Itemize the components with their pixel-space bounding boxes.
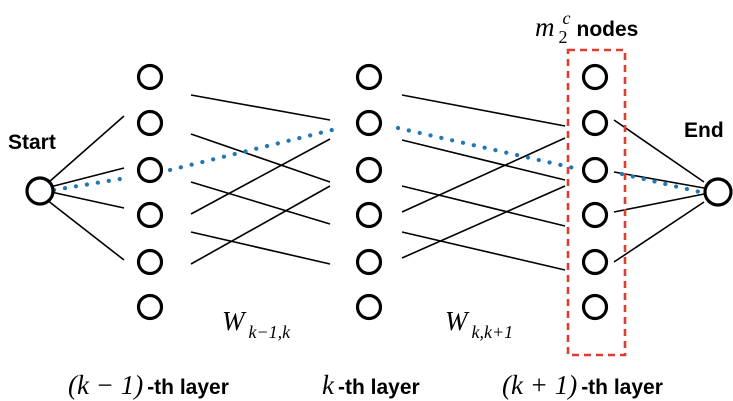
nodes-text: nodes	[577, 18, 639, 41]
node	[355, 293, 383, 321]
edge	[401, 94, 566, 127]
highlighted-path	[51, 125, 703, 195]
path-segment	[619, 171, 703, 195]
node	[581, 63, 609, 91]
edge	[401, 185, 566, 259]
node	[355, 248, 383, 276]
weight-edges-2	[401, 94, 566, 271]
edge	[613, 119, 705, 183]
node	[581, 156, 609, 184]
end-node	[703, 177, 733, 207]
node	[581, 293, 609, 321]
weight-edges-1	[190, 94, 331, 265]
edge	[49, 167, 125, 188]
layer-suffix: -th layer	[338, 376, 420, 399]
w-symbol: W	[222, 306, 247, 336]
path-segment	[395, 125, 577, 171]
node	[136, 248, 164, 276]
edge	[190, 181, 331, 225]
layer-label-k-minus-1: (k − 1) -th layer	[68, 370, 229, 400]
weight-label-1: W k−1,k	[222, 306, 291, 342]
edge	[190, 94, 331, 121]
layer-k-minus-1-nodes	[136, 63, 164, 321]
node	[581, 248, 609, 276]
edge	[613, 201, 705, 263]
start-node	[25, 176, 55, 206]
end-label: End	[684, 119, 724, 142]
layer-math: (k + 1)	[502, 370, 577, 400]
m2c-nodes-box	[566, 48, 627, 357]
node	[136, 201, 164, 229]
edge	[401, 185, 566, 227]
edge	[401, 231, 566, 271]
m-subscript: 2	[559, 27, 568, 47]
node	[581, 201, 609, 229]
edge	[48, 115, 125, 183]
node	[136, 293, 164, 321]
start-label: Start	[8, 131, 56, 154]
layer-label-k: k -th layer	[322, 370, 420, 400]
layer-suffix: -th layer	[147, 376, 229, 399]
edge	[46, 199, 125, 261]
m2c-nodes-label: m 2 c nodes	[535, 8, 638, 47]
node	[581, 109, 609, 137]
node	[355, 156, 383, 184]
layer-suffix: -th layer	[581, 376, 663, 399]
w-subscript: k−1,k	[249, 322, 292, 342]
edge	[401, 137, 566, 213]
weight-label-2: W k,k+1	[445, 306, 513, 342]
path-segment	[51, 175, 129, 193]
layer-label-k-plus-1: (k + 1) -th layer	[502, 370, 663, 400]
edge	[190, 138, 331, 215]
edge	[190, 231, 331, 265]
edge	[50, 191, 125, 209]
edge	[190, 133, 331, 183]
w-subscript: k,k+1	[472, 322, 514, 342]
layer-k-plus-1-nodes	[581, 63, 609, 321]
m-superscript: c	[563, 8, 571, 28]
edge	[613, 193, 705, 213]
path-segment	[167, 127, 335, 173]
edge	[401, 139, 566, 181]
node	[136, 109, 164, 137]
layer-k-nodes	[355, 63, 383, 321]
edge	[613, 171, 705, 189]
node	[136, 156, 164, 184]
start-edges	[46, 115, 125, 261]
node	[355, 109, 383, 137]
end-edges	[613, 119, 705, 263]
node	[355, 201, 383, 229]
w-symbol: W	[445, 306, 470, 336]
m-symbol: m	[535, 12, 555, 42]
layer-math: (k − 1)	[68, 370, 143, 400]
node	[355, 63, 383, 91]
layer-math: k	[322, 370, 335, 400]
edge	[190, 185, 331, 265]
node	[136, 63, 164, 91]
